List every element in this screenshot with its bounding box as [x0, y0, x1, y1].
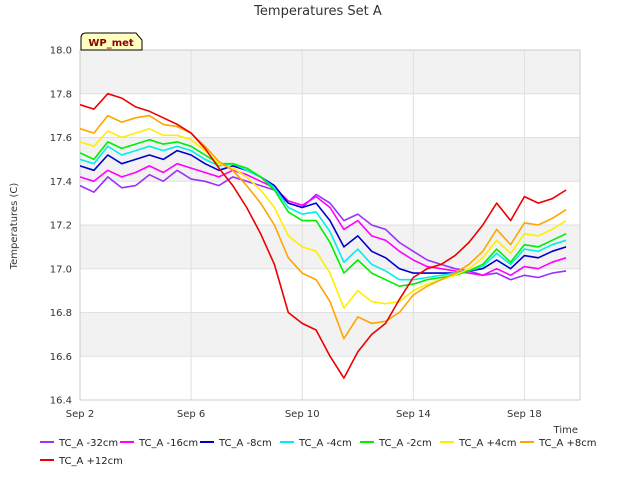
x-tick-label: Sep 18 [507, 409, 542, 420]
chart-title: Temperatures Set A [253, 4, 382, 19]
legend: TC_A -32cm TC_A -16cm TC_A -8cm TC_A -4cm TC… [40, 438, 597, 467]
series-line [79, 92, 567, 379]
series-lines [79, 92, 567, 379]
y-tick-label: 17.6 [50, 133, 72, 144]
legend-label: TC_A -8cm [218, 438, 272, 449]
y-tick-label: 16.6 [50, 352, 72, 363]
y-tick-label: 17.8 [50, 89, 72, 100]
plot-band [80, 312, 580, 357]
y-tick-label: 16.4 [50, 396, 72, 407]
series-line [79, 162, 567, 277]
y-axis-label: Temperatures (C) [9, 183, 20, 271]
x-axis-label: Time [553, 425, 578, 436]
tag-label: WP_met [88, 38, 134, 49]
legend-label: TC_A +4cm [458, 438, 517, 449]
series-line [79, 127, 567, 309]
x-tick-label: Sep 6 [177, 409, 205, 420]
y-tick-label: 18.0 [50, 46, 72, 57]
y-tick-label: 16.8 [50, 308, 72, 319]
series-line [79, 145, 567, 281]
x-tick-labels: Sep 2 Sep 6 Sep 10 Sep 14 Sep 18 [66, 409, 542, 420]
plot-frame [79, 49, 581, 401]
series-line [79, 138, 567, 288]
y-tick-label: 17.2 [50, 221, 72, 232]
legend-label: TC_A -2cm [378, 438, 432, 449]
x-tick-label: Sep 14 [396, 409, 431, 420]
x-tick-label: Sep 2 [66, 409, 94, 420]
plot-band [80, 137, 580, 182]
tag-box: WP_met [80, 32, 143, 51]
y-tick-label: 17.4 [50, 177, 72, 188]
legend-label: TC_A -4cm [298, 438, 352, 449]
series-line [79, 149, 567, 274]
tag-box-shape [80, 32, 143, 51]
legend-label: TC_A +8cm [538, 438, 597, 449]
legend-label: TC_A -32cm [58, 438, 118, 449]
legend-label: TC_A -16cm [138, 438, 198, 449]
x-tick-label: Sep 10 [285, 409, 320, 420]
y-tick-label: 17.0 [50, 264, 72, 275]
legend-label: TC_A +12cm [58, 456, 123, 467]
y-tick-labels: 16.4 16.6 16.8 17.0 17.2 17.4 17.6 17.8 18.0 [50, 46, 72, 407]
series-line [79, 114, 567, 340]
plot-band [80, 50, 580, 94]
